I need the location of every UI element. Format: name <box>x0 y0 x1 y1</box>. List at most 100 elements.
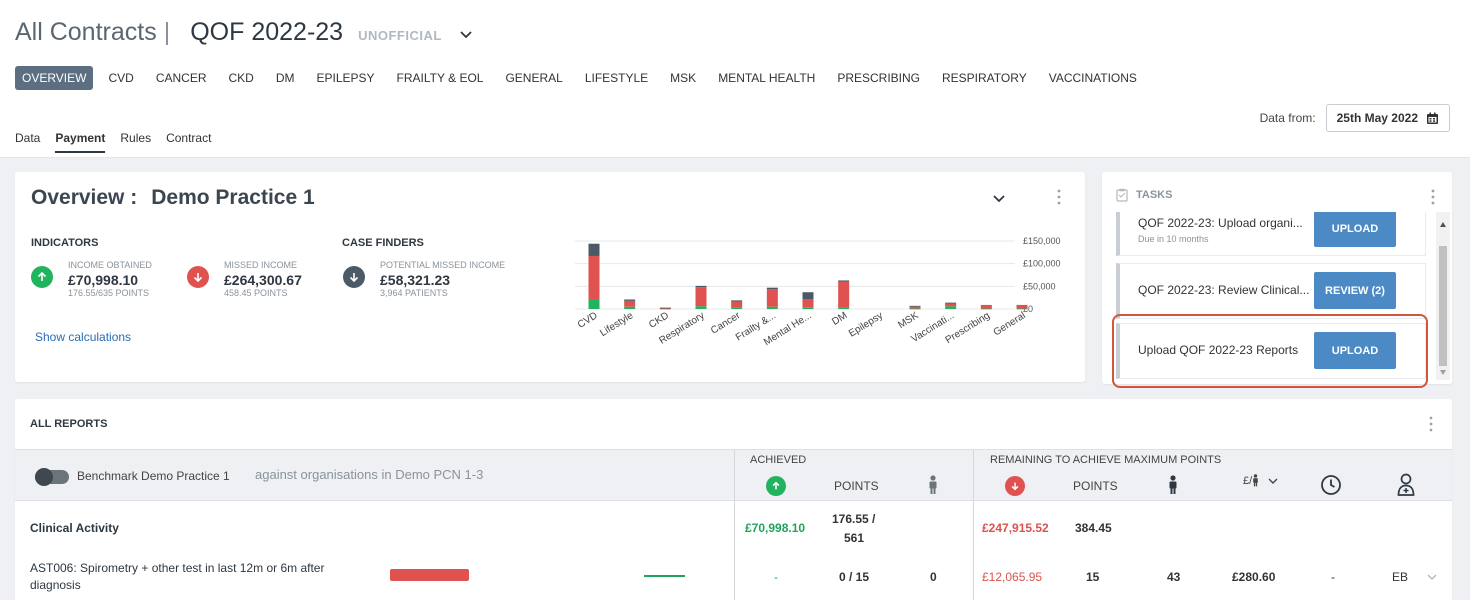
table-header: Benchmark Demo Practice 1 against organi… <box>15 449 1452 600</box>
clock-icon[interactable] <box>1320 474 1342 499</box>
chart-bar-segment <box>838 281 850 308</box>
tab-cancer[interactable]: CANCER <box>155 71 207 85</box>
person-icon[interactable] <box>1168 475 1178 498</box>
chevron-down-icon <box>993 195 1005 203</box>
arrow-down-icon <box>187 266 209 288</box>
chart-bar-segment <box>695 287 707 307</box>
chart-bar-segment <box>838 280 850 282</box>
chart-bar-segment <box>945 306 957 309</box>
indicator-name-cont: diagnosis <box>30 578 81 592</box>
tab-respiratory[interactable]: RESPIRATORY <box>942 71 1027 85</box>
chart-bar-segment <box>731 300 743 302</box>
chart-bar-segment <box>909 305 921 307</box>
missed-income-label: MISSED INCOME <box>224 260 298 270</box>
potential-missed-patients: 3,964 PATIENTS <box>380 288 448 298</box>
income-obtained-points: 176.55/635 POINTS <box>68 288 150 298</box>
task-item: Upload QOF 2022-23 Reports UPLOAD <box>1116 323 1426 379</box>
tab-vaccinations[interactable]: VACCINATIONS <box>1048 71 1137 85</box>
date-value: 25th May 2022 <box>1336 111 1418 125</box>
sub-tabs: Data Payment Rules Contract <box>15 131 226 153</box>
chart-bar-segment <box>802 307 814 309</box>
contract-dropdown[interactable] <box>455 26 477 44</box>
tab-msk[interactable]: MSK <box>670 71 697 85</box>
column-divider <box>734 450 735 600</box>
owner-initials[interactable]: EB <box>1392 570 1409 584</box>
reports-menu-button[interactable] <box>1427 415 1435 436</box>
tab-prescribing[interactable]: PRESCRIBING <box>837 71 920 85</box>
tab-lifestyle[interactable]: LIFESTYLE <box>584 71 649 85</box>
target-line <box>644 575 685 577</box>
subtab-payment[interactable]: Payment <box>55 131 106 153</box>
y-tick-label: £150,000 <box>1023 236 1061 246</box>
chart-bar-segment <box>838 307 850 309</box>
chart-bar-segment <box>624 306 636 309</box>
highlight-box <box>1112 314 1428 388</box>
tab-mental-health[interactable]: MENTAL HEALTH <box>718 71 816 85</box>
subtab-rules[interactable]: Rules <box>120 131 152 145</box>
chevron-down-icon <box>1268 478 1278 484</box>
scrollbar-thumb[interactable] <box>1439 246 1447 366</box>
chart-bar-segment <box>945 302 957 304</box>
review-button[interactable]: REVIEW (2) <box>1314 272 1396 309</box>
upload-reports-button[interactable]: UPLOAD <box>1314 332 1396 369</box>
chart-bar-segment <box>909 306 921 309</box>
overview-collapse-button[interactable] <box>990 192 1008 209</box>
overview-title: Overview : Demo Practice 1 <box>31 186 315 210</box>
chart-bar-segment <box>802 299 814 308</box>
tasks-card: TASKS QOF 2022-23: Upload organi... Due … <box>1102 172 1452 384</box>
overview-card: Overview : Demo Practice 1 INDICATORS CAS… <box>15 172 1085 382</box>
tasks-scrollbar[interactable] <box>1436 212 1450 380</box>
benchmark-against: against organisations in Demo PCN 1-3 <box>255 467 484 482</box>
tab-dm[interactable]: DM <box>275 71 295 85</box>
show-calculations-link[interactable]: Show calculations <box>35 330 132 344</box>
person-icon[interactable] <box>928 475 938 498</box>
chart-bar-segment <box>588 299 600 309</box>
tasks-title: TASKS <box>1136 189 1173 201</box>
chart-bar-segment <box>980 304 992 309</box>
expand-row-button[interactable] <box>1426 571 1438 585</box>
arrow-down-icon <box>343 266 365 288</box>
owner-icon[interactable] <box>1396 472 1416 499</box>
subtab-contract[interactable]: Contract <box>166 131 212 145</box>
tab-general[interactable]: GENERAL <box>505 71 563 85</box>
chart-bar-segment <box>980 308 992 310</box>
kebab-menu-icon <box>1431 189 1435 205</box>
all-contracts-link[interactable]: All Contracts <box>15 18 157 46</box>
pound-per-patient-icon: £/ <box>1243 474 1253 487</box>
value-per-patient-sort[interactable]: £/ <box>1243 474 1279 487</box>
achieved-patients: 0 <box>930 570 937 584</box>
scroll-down-icon[interactable] <box>1440 370 1446 375</box>
calendar-icon <box>1427 112 1438 124</box>
toggle-knob <box>35 468 53 486</box>
achieved-points-total: 561 <box>844 531 865 545</box>
practice-name: Demo Practice 1 <box>151 186 315 209</box>
overview-menu-button[interactable] <box>1055 188 1063 209</box>
tab-epilepsy[interactable]: EPILEPSY <box>316 71 375 85</box>
chart-bar-segment <box>695 306 707 309</box>
potential-missed-label: POTENTIAL MISSED INCOME <box>380 260 506 270</box>
achieved-points: 176.55 / <box>832 512 876 526</box>
all-reports-title: ALL REPORTS <box>30 418 108 430</box>
tab-frailty-eol[interactable]: FRAILTY & EOL <box>396 71 484 85</box>
chart-bar-segment <box>1016 308 1028 310</box>
remaining-points-header[interactable]: POINTS <box>1073 479 1118 493</box>
chevron-down-icon <box>1427 574 1437 580</box>
task-item: QOF 2022-23: Upload organi... Due in 10 … <box>1116 212 1426 256</box>
scroll-up-icon[interactable] <box>1440 222 1446 227</box>
tab-overview[interactable]: OVERVIEW <box>15 66 94 90</box>
upload-button[interactable]: UPLOAD <box>1314 212 1396 247</box>
tab-ckd[interactable]: CKD <box>228 71 254 85</box>
subtab-data[interactable]: Data <box>15 131 41 145</box>
y-tick-label: £100,000 <box>1023 259 1061 269</box>
missed-income-stat: MISSED INCOME £264,300.67 458.45 POINTS <box>187 260 302 298</box>
points-header[interactable]: POINTS <box>834 479 879 493</box>
tab-cvd[interactable]: CVD <box>108 71 134 85</box>
date-picker[interactable]: 25th May 2022 <box>1325 104 1450 132</box>
x-tick-label: Epilepsy <box>847 310 885 339</box>
tasks-menu-button[interactable] <box>1429 188 1437 209</box>
task-text: QOF 2022-23: Upload organi... <box>1138 216 1303 230</box>
benchmark-toggle[interactable] <box>35 468 69 486</box>
arrow-down-icon <box>1005 476 1025 496</box>
task-text: QOF 2022-23: Review Clinical... <box>1138 283 1310 297</box>
